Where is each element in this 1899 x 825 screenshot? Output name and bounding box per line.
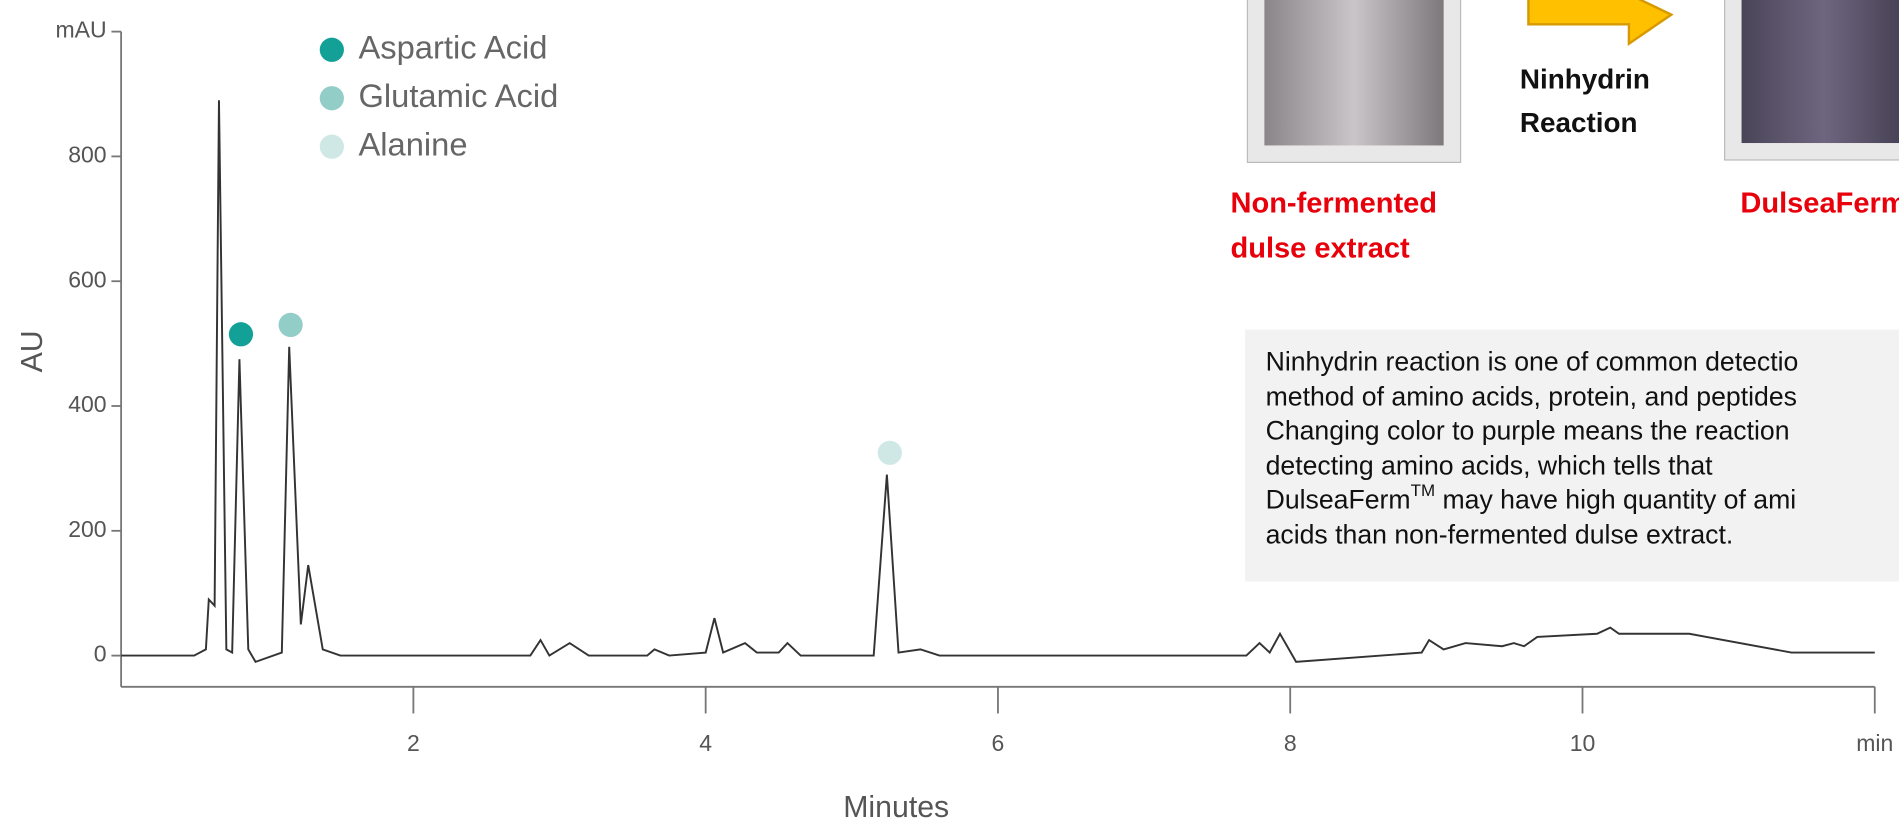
legend-label: Aspartic Acid	[358, 28, 547, 65]
y-tick-label: 600	[68, 266, 106, 292]
reaction-label: Reaction	[1520, 107, 1638, 138]
x-tick-label: 2	[407, 730, 420, 756]
y-tick-label: 400	[68, 391, 106, 417]
y-tick-label: 200	[68, 516, 106, 542]
peak-marker	[877, 440, 902, 465]
superscript: TM	[1411, 481, 1435, 500]
chromatogram-line	[121, 100, 1875, 664]
x-tick-label: 4	[699, 730, 712, 756]
legend-label: Alanine	[358, 125, 467, 162]
vial-photo	[1741, 0, 1899, 144]
peak-marker	[228, 322, 254, 347]
note-box	[1245, 329, 1899, 582]
legend-label: Glutamic Acid	[358, 77, 558, 114]
peak-marker	[278, 312, 303, 338]
y-tick-label: 800	[68, 141, 106, 167]
note-line: acids than non-fermented dulse extract.	[1266, 520, 1734, 550]
note-line: Ninhydrin reaction is one of common dete…	[1266, 346, 1799, 376]
legend-marker	[319, 37, 344, 62]
x-tick-label: 10	[1570, 730, 1596, 756]
x-tick-label: 8	[1284, 730, 1297, 756]
x-tick-label: 6	[992, 730, 1005, 756]
reaction-label: Ninhydrin	[1520, 64, 1650, 95]
note-text: may have high quantity of ami	[1435, 485, 1796, 515]
x-axis-title: Minutes	[843, 791, 949, 824]
sample-label: Non-fermented	[1230, 187, 1437, 219]
arrow	[1527, 0, 1674, 47]
note-line: method of amino acids, protein, and pept…	[1266, 382, 1797, 412]
y-axis-title: AU	[16, 330, 49, 372]
legend-marker	[319, 134, 344, 159]
legend-marker	[319, 86, 344, 111]
x-tick-label: min	[1856, 730, 1893, 756]
y-tick-label: mAU	[55, 17, 106, 43]
vial-photo	[1264, 0, 1444, 146]
note-line: detecting amino acids, which tells that	[1266, 451, 1714, 481]
note-text: DulseaFerm	[1266, 485, 1411, 515]
sample-label: dulse extract	[1230, 232, 1410, 264]
note-line: DulseaFermTM may have high quantity of a…	[1266, 481, 1797, 514]
sample-label: DulseaFerm	[1740, 187, 1899, 219]
y-tick-label: 0	[94, 641, 107, 667]
note-line: Changing color to purple means the react…	[1266, 416, 1790, 446]
